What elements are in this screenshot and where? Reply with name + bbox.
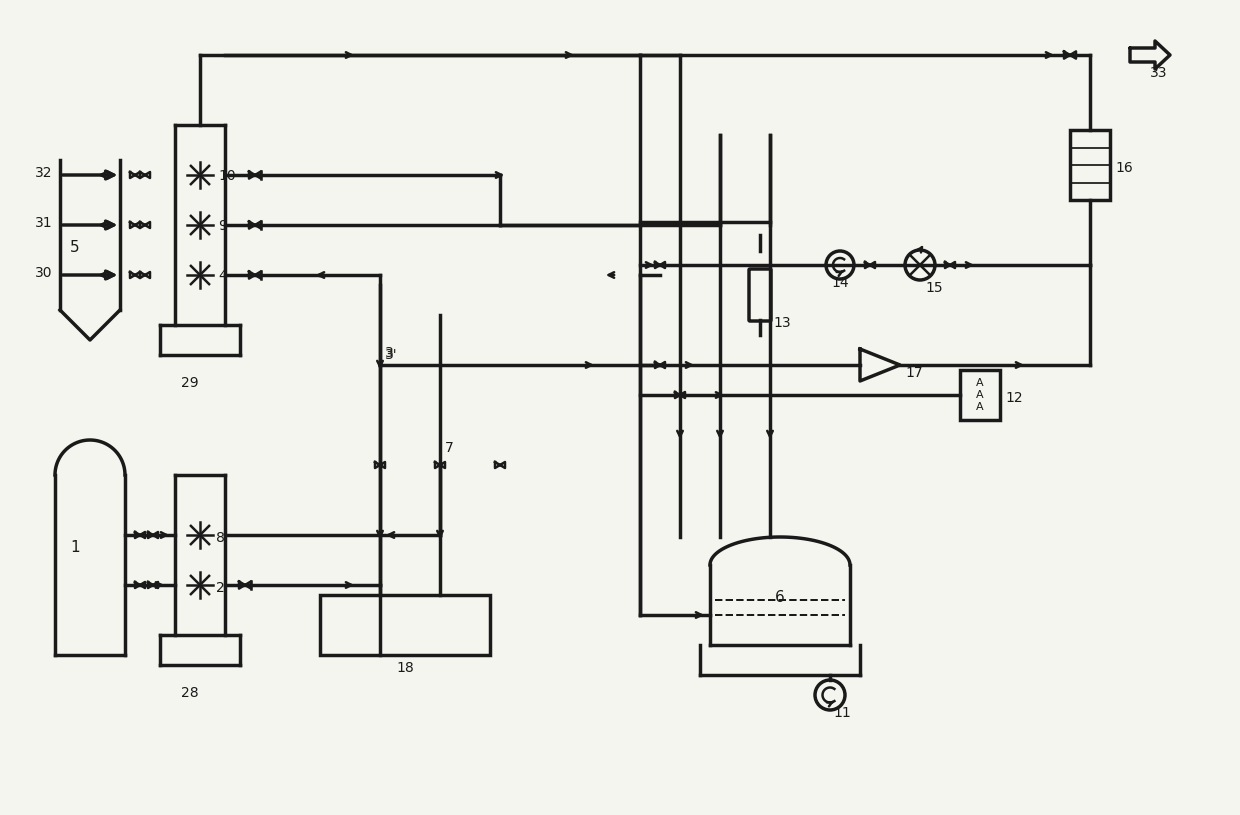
Text: 17: 17 [905, 366, 923, 380]
Bar [320, 595, 490, 655]
Text: 3': 3' [384, 348, 398, 362]
Text: 30: 30 [35, 266, 52, 280]
Text: 5: 5 [71, 240, 79, 255]
Text: 10: 10 [218, 169, 236, 183]
Bar [960, 370, 999, 420]
Text: 29: 29 [181, 376, 198, 390]
Text: 33: 33 [1149, 66, 1168, 80]
Text: 16: 16 [1115, 161, 1133, 175]
Text: 6: 6 [775, 590, 785, 605]
Text: 28: 28 [181, 686, 198, 700]
Text: 13: 13 [773, 316, 791, 330]
Text: A
A
A: A A A [976, 378, 983, 412]
Text: 32: 32 [35, 166, 52, 180]
Text: 15: 15 [925, 281, 942, 295]
Bar [1070, 130, 1110, 200]
Text: 31: 31 [35, 216, 52, 230]
Text: 12: 12 [1004, 391, 1023, 405]
Text: 1: 1 [71, 540, 79, 555]
Text: 9: 9 [218, 219, 227, 233]
Text: 3: 3 [384, 346, 394, 360]
Text: 7: 7 [445, 441, 454, 455]
Text: 2: 2 [216, 581, 224, 595]
Text: 8: 8 [216, 531, 224, 545]
Text: 11: 11 [833, 706, 851, 720]
Text: 4: 4 [218, 269, 227, 283]
Text: 14: 14 [831, 276, 849, 290]
Text: 18: 18 [396, 661, 414, 675]
